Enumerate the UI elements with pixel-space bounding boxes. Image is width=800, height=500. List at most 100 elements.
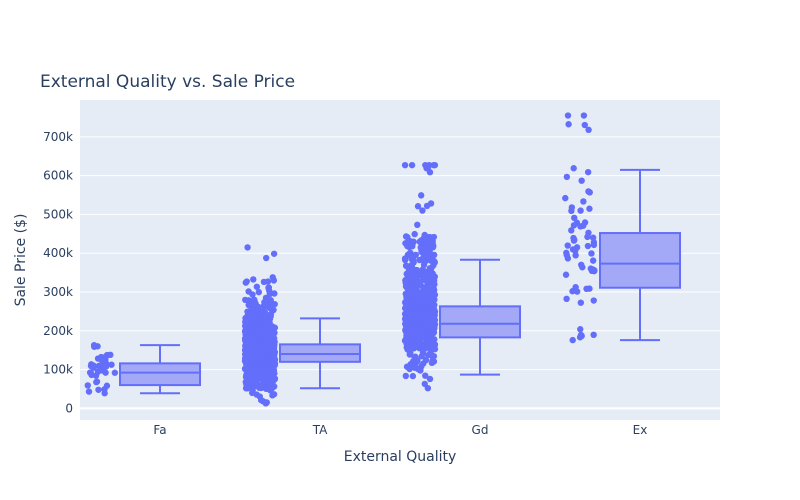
data-point	[584, 168, 592, 176]
data-point	[267, 313, 274, 320]
data-point	[270, 250, 278, 257]
data-point	[562, 194, 569, 202]
data-point	[270, 277, 278, 284]
data-point	[589, 234, 597, 241]
data-point	[253, 283, 261, 290]
data-point	[91, 343, 98, 350]
data-point	[263, 378, 271, 386]
data-point	[244, 244, 251, 251]
boxes	[119, 168, 681, 395]
data-point	[248, 353, 256, 360]
data-point	[423, 202, 431, 210]
data-point	[580, 198, 587, 205]
data-point	[425, 324, 432, 332]
data-point	[563, 173, 571, 181]
data-point	[426, 375, 434, 383]
data-point	[249, 334, 257, 342]
data-point	[95, 386, 102, 393]
data-point	[405, 364, 413, 372]
data-point	[423, 337, 431, 344]
data-point	[262, 294, 270, 302]
data-points	[84, 112, 598, 407]
data-point	[410, 316, 417, 323]
data-point	[570, 165, 577, 172]
data-point	[255, 288, 263, 296]
data-point	[246, 378, 254, 386]
data-point	[404, 263, 411, 270]
data-point	[266, 304, 274, 312]
data-point	[568, 227, 575, 234]
data-point	[428, 318, 435, 326]
data-point	[401, 161, 409, 169]
data-point	[420, 316, 427, 323]
y-tick-label: 200k	[43, 324, 73, 338]
data-point	[401, 256, 409, 264]
data-point	[431, 345, 439, 353]
data-point	[419, 207, 426, 214]
data-point	[572, 247, 579, 254]
data-point	[402, 279, 409, 287]
data-point	[405, 341, 412, 348]
box-TA	[279, 317, 361, 390]
data-point	[267, 385, 275, 392]
x-axis-title: External Quality	[344, 449, 457, 465]
gridlines	[80, 136, 720, 410]
data-point	[245, 346, 252, 353]
data-point	[588, 250, 595, 257]
data-point	[421, 275, 429, 282]
data-point	[269, 380, 276, 387]
data-point	[88, 371, 95, 379]
data-point	[417, 192, 425, 199]
data-point	[430, 242, 437, 250]
data-point	[263, 385, 270, 393]
data-point	[577, 299, 585, 306]
data-point	[270, 357, 278, 364]
data-point	[411, 293, 419, 300]
data-point	[102, 353, 110, 360]
data-point	[257, 396, 265, 404]
data-point	[98, 357, 106, 364]
data-point	[563, 251, 570, 259]
x-tick-label: Ex	[633, 423, 648, 437]
data-point	[590, 297, 597, 304]
data-point	[261, 328, 268, 335]
data-point	[243, 278, 250, 285]
x-tick-label: Fa	[153, 423, 166, 437]
data-point	[562, 271, 570, 278]
data-point	[414, 203, 422, 210]
data-point	[242, 318, 249, 326]
data-point	[108, 361, 115, 368]
data-point	[419, 324, 426, 331]
data-point	[407, 349, 414, 357]
data-point	[264, 278, 272, 285]
data-point	[416, 279, 424, 286]
data-point	[405, 330, 413, 337]
data-point	[585, 126, 592, 134]
box-iqr	[439, 305, 521, 339]
data-point	[564, 112, 572, 119]
data-point	[415, 335, 422, 343]
data-point	[249, 387, 256, 394]
data-point	[580, 112, 588, 119]
data-point	[84, 382, 91, 389]
data-point	[402, 372, 410, 380]
data-point	[267, 297, 274, 304]
data-point	[245, 297, 253, 305]
data-point	[245, 309, 252, 317]
data-point	[256, 368, 263, 376]
x-tick-label: Gd	[472, 423, 489, 437]
data-point	[589, 266, 597, 273]
data-point	[250, 367, 257, 375]
data-point	[271, 290, 278, 297]
data-point	[405, 324, 412, 332]
data-point	[261, 312, 269, 320]
data-point	[243, 352, 251, 360]
data-point	[408, 253, 415, 260]
data-point	[423, 247, 430, 254]
data-point	[565, 121, 572, 128]
y-tick-label: 0	[65, 401, 73, 415]
y-tick-label: 400k	[43, 246, 73, 260]
data-point	[427, 275, 435, 283]
y-tick-label: 600k	[43, 169, 73, 183]
